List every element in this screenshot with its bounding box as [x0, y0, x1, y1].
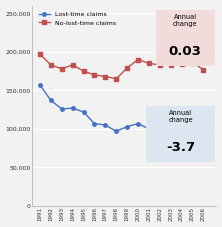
Lost-time claims	[126, 125, 129, 128]
No-lost-time claims	[39, 53, 41, 55]
Lost-time claims	[104, 124, 107, 126]
Lost-time claims	[82, 111, 85, 113]
No-lost-time claims	[104, 75, 107, 78]
No-lost-time claims	[191, 61, 194, 64]
FancyBboxPatch shape	[147, 106, 215, 162]
No-lost-time claims	[50, 64, 52, 66]
Line: No-lost-time claims: No-lost-time claims	[38, 52, 205, 81]
Text: Annual
change: Annual change	[168, 110, 193, 123]
No-lost-time claims	[126, 67, 129, 69]
Text: Annual
change: Annual change	[173, 14, 197, 27]
Lost-time claims	[50, 99, 52, 102]
No-lost-time claims	[169, 64, 172, 66]
No-lost-time claims	[137, 58, 139, 61]
Lost-time claims	[137, 122, 139, 125]
No-lost-time claims	[93, 74, 96, 76]
Lost-time claims	[39, 84, 41, 86]
Text: 0.03: 0.03	[169, 45, 202, 58]
Line: Lost-time claims: Lost-time claims	[38, 83, 205, 144]
Lost-time claims	[202, 141, 205, 143]
Text: -3.7: -3.7	[166, 141, 195, 154]
No-lost-time claims	[115, 77, 117, 80]
No-lost-time claims	[202, 68, 205, 71]
No-lost-time claims	[180, 63, 183, 66]
FancyBboxPatch shape	[156, 10, 215, 66]
No-lost-time claims	[60, 67, 63, 70]
Lost-time claims	[115, 130, 117, 133]
Legend: Lost-time claims, No-lost-time claims: Lost-time claims, No-lost-time claims	[37, 11, 117, 27]
Lost-time claims	[60, 108, 63, 110]
Lost-time claims	[71, 107, 74, 109]
Lost-time claims	[191, 135, 194, 137]
Lost-time claims	[159, 131, 161, 133]
Lost-time claims	[148, 128, 150, 130]
Lost-time claims	[93, 122, 96, 125]
No-lost-time claims	[82, 70, 85, 72]
No-lost-time claims	[159, 64, 161, 66]
No-lost-time claims	[148, 62, 150, 65]
Lost-time claims	[169, 133, 172, 136]
Lost-time claims	[180, 135, 183, 137]
No-lost-time claims	[71, 64, 74, 66]
